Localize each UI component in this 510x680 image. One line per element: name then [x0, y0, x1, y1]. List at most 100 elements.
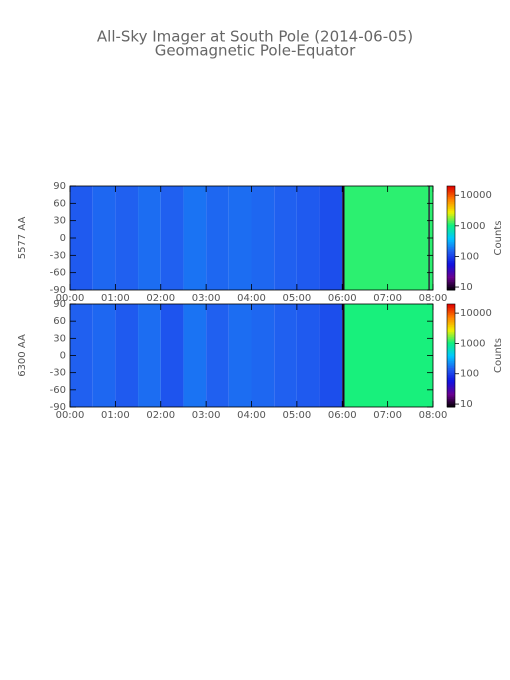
colorbar-step — [447, 360, 455, 363]
colorbar-tick-label: 1000 — [460, 221, 485, 232]
heat-cell — [70, 186, 93, 290]
colorbar-step — [447, 260, 455, 263]
colorbar-step — [447, 372, 455, 375]
colorbar-tick-label: 10000 — [460, 308, 492, 319]
heat-cell — [115, 304, 139, 407]
heat-cell — [138, 186, 161, 290]
colorbar-step — [447, 398, 455, 401]
heat-cell — [319, 186, 343, 290]
y-tick-label: -30 — [50, 250, 66, 261]
y-tick-label: -60 — [50, 385, 66, 396]
x-tick-label: 00:00 — [56, 410, 85, 421]
colorbar-step — [447, 376, 455, 379]
colorbar-step — [447, 191, 455, 194]
colorbar-step — [447, 379, 455, 382]
x-tick-label: 06:00 — [328, 293, 357, 304]
colorbar-step — [447, 255, 455, 258]
colorbar-step — [447, 276, 455, 279]
colorbar-step — [447, 338, 455, 341]
colorbar-step — [447, 243, 455, 246]
heat-cell — [160, 304, 184, 407]
colorbar-step — [447, 348, 455, 351]
colorbar-frame — [446, 185, 456, 291]
colorbar-step — [447, 220, 455, 223]
x-tick-label: 04:00 — [237, 410, 266, 421]
colorbar-step — [447, 355, 455, 358]
colorbar-step — [447, 258, 455, 262]
colorbar-step — [447, 217, 455, 220]
colorbar-step — [447, 405, 455, 408]
colorbar-step — [447, 212, 455, 215]
colorbar-step — [447, 386, 455, 389]
colorbar-step — [447, 238, 455, 241]
colorbar-step — [447, 336, 455, 339]
colorbar-step — [447, 321, 455, 324]
x-tick-label: 03:00 — [192, 293, 221, 304]
heat-cell — [296, 186, 320, 290]
colorbar-step — [447, 312, 455, 315]
colorbar-step — [447, 192, 455, 196]
x-tick-label: 03:00 — [192, 410, 221, 421]
heat-cell — [92, 186, 116, 290]
colorbar-step — [447, 198, 455, 201]
heat-cell — [183, 186, 207, 290]
colorbar-step — [447, 340, 455, 343]
heat-cell — [92, 304, 116, 407]
colorbar-label: Counts — [493, 221, 504, 256]
colorbar-step — [447, 329, 455, 332]
heat-cell — [206, 186, 229, 290]
colorbar-step — [447, 187, 455, 190]
colorbar-step — [447, 324, 455, 327]
y-tick-label: -30 — [50, 368, 66, 379]
colorbar-step — [447, 394, 455, 398]
colorbar-step — [447, 253, 455, 256]
colorbar-step — [447, 364, 455, 367]
y-tick-label: 60 — [53, 198, 66, 209]
colorbar-step — [447, 269, 455, 272]
colorbar-tick-label: 10 — [460, 399, 473, 410]
colorbar-step — [447, 352, 455, 355]
colorbar-tick-label: 1000 — [460, 338, 485, 349]
colorbar-step — [447, 201, 455, 204]
colorbar-step — [447, 391, 455, 394]
colorbar-step — [447, 304, 455, 307]
colorbar-step — [447, 328, 455, 331]
colorbar-step — [447, 317, 455, 320]
colorbar-step — [447, 401, 455, 405]
colorbar-step — [447, 281, 455, 284]
y-tick-label: -90 — [50, 402, 66, 413]
heat-cell — [319, 304, 343, 407]
colorbar-step — [447, 277, 455, 281]
chart-subtitle: Geomagnetic Pole-Equator — [155, 42, 356, 60]
colorbar-step — [447, 316, 455, 319]
colorbar-step — [447, 203, 455, 206]
y-tick-label: 30 — [53, 216, 66, 227]
x-tick-label: 01:00 — [101, 410, 130, 421]
colorbar-step — [447, 225, 455, 229]
y-axis-label: 5577 AA — [17, 217, 28, 260]
colorbar-step — [447, 227, 455, 230]
y-tick-label: -90 — [50, 285, 66, 296]
x-tick-label: 02:00 — [146, 410, 175, 421]
colorbar-step — [447, 393, 455, 396]
colorbar-step — [447, 210, 455, 213]
colorbar-step — [447, 274, 455, 277]
heat-cell — [296, 304, 320, 407]
colorbar-step — [447, 251, 455, 255]
colorbar-step — [447, 326, 455, 329]
heat-cell — [115, 186, 139, 290]
heat-cell — [160, 186, 184, 290]
colorbar-step — [447, 206, 455, 210]
colorbar-step — [447, 353, 455, 356]
colorbar-step — [447, 362, 455, 365]
colorbar-step — [447, 370, 455, 374]
colorbar-step — [447, 213, 455, 216]
colorbar-step — [447, 350, 455, 353]
colorbar-step — [447, 286, 455, 289]
y-tick-label: 90 — [53, 181, 66, 192]
y-tick-label: 0 — [60, 351, 66, 362]
colorbar-step — [447, 267, 455, 270]
colorbar-step — [447, 305, 455, 308]
colorbar-step — [447, 196, 455, 199]
